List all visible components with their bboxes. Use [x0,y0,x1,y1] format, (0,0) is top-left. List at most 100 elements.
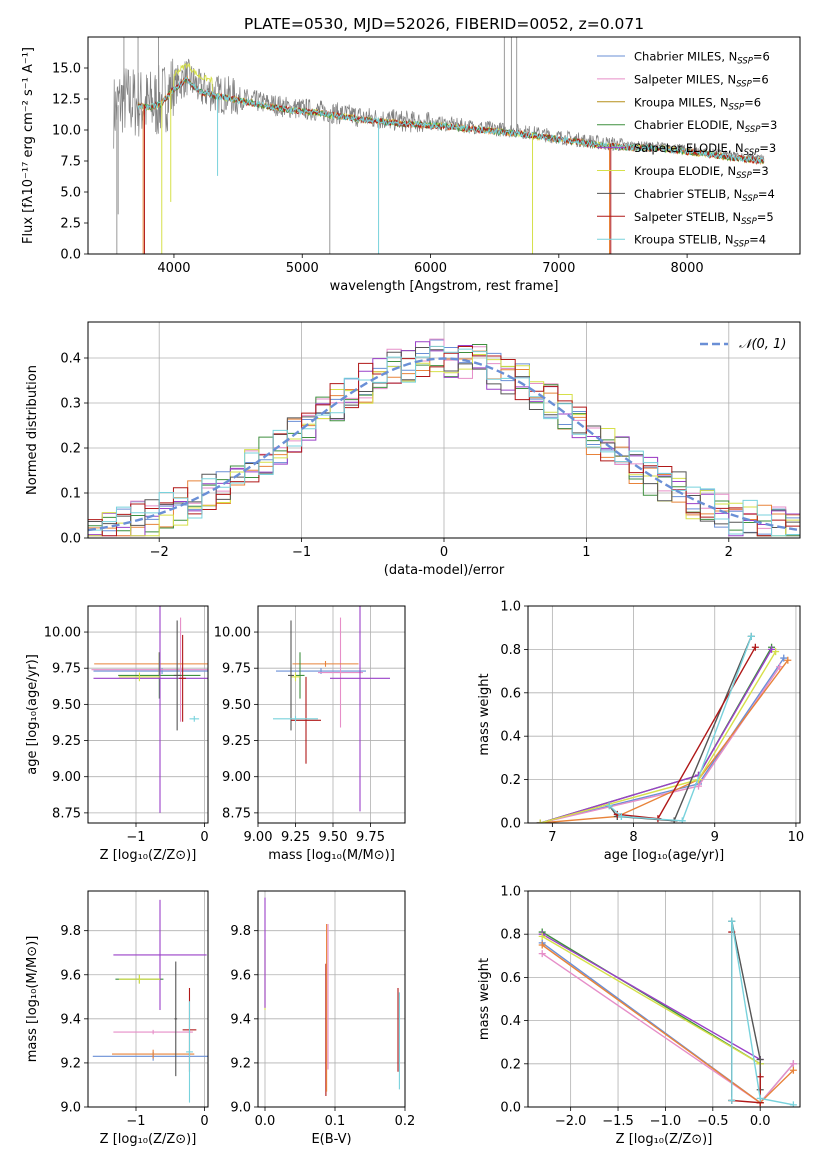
panel-mass_weight_vs_age: 7 8 9 10 0.0 0.2 0.4 0.6 0.8 1.0 age [log₁₀(age/yr… [477,600,804,864]
legend-main: Salpeter MILES, N [634,72,736,86]
weight-marker [751,643,759,651]
x-tick-label: 7000 [542,261,575,276]
y-axis-label: age [log₁₀(age/yr)] [25,654,40,775]
y-tick-label: 9.50 [222,698,251,713]
y-tick-label: 0.2 [500,773,521,788]
weight-series-line [540,657,785,823]
x-tick-label: 0 [200,1114,208,1129]
legend-label: Chabrier MILES, NSSP=6 [634,50,770,67]
x-tick-label: 0.2 [395,1114,416,1129]
axes-frame [527,890,801,1108]
legend-label: 𝒩(0, 1) [739,337,786,352]
y-tick-label: 0.0 [500,1101,521,1116]
y-tick-label: 9.75 [222,662,251,677]
weight-marker [678,817,686,823]
legend-main: Chabrier MILES, N [634,50,737,64]
legend-main: Chabrier ELODIE, N [634,118,745,132]
weight-marker [728,1097,736,1105]
weight-marker [617,812,625,820]
axes-frame [87,890,209,1108]
x-tick-label: 2 [725,545,733,560]
panel-age_vs_mass: 9.00 9.25 9.50 9.75 8.75 9.00 9.25 9.50 9.75 10.0… [214,605,406,863]
legend-tail: =3 [760,118,777,132]
x-tick-label: 9 [711,830,719,845]
y-tick-label: 9.00 [52,770,81,785]
y-tick-label: 0.0 [60,248,81,263]
residual-histogram [88,345,800,537]
plot-area [88,322,800,538]
legend-tail: =3 [752,164,769,178]
x-tick-label: 0.0 [255,1114,276,1129]
weight-series-line [541,931,761,1103]
legend-label: Kroupa MILES, NSSP=6 [634,95,761,112]
y-tick-label: 10.00 [214,626,251,641]
weight-series-line [541,944,794,1104]
weight-marker [756,1073,764,1081]
weight-marker [538,932,546,940]
axes-frame [87,36,801,255]
x-tick-label: 7 [548,830,556,845]
axes-frame [257,890,406,1108]
weight-marker [784,656,792,664]
legend-sub: SSP [744,148,760,158]
y-tick-label: 8.75 [222,806,251,821]
legend-sub: SSP [736,79,752,89]
legend-main: Kroupa ELODIE, N [634,164,736,178]
y-tick-label: 10.0 [52,124,81,139]
weight-marker [695,782,703,790]
x-axis-label: age [log₁₀(age/yr)] [604,848,725,863]
weight-marker [780,654,788,662]
x-axis-label: Z [log₁₀(Z/Z⊙)] [616,1132,713,1147]
x-tick-label: 4000 [157,261,190,276]
legend-sub: SSP [734,240,750,250]
x-tick-label: 9.75 [356,830,385,845]
x-axis-label: wavelength [Angstrom, rest frame] [330,279,559,294]
y-tick-label: 9.4 [230,1012,251,1027]
weight-marker [536,819,544,823]
plot-area [258,891,405,1107]
legend-tail: =6 [753,50,770,64]
x-tick-label: 9.25 [281,830,310,845]
x-axis-label: E(B-V) [311,1132,351,1147]
y-tick-label: 0.4 [500,1014,521,1029]
y-axis-label: mass [log₁₀(M/M⊙)] [25,936,40,1063]
legend-sub: SSP [736,171,752,181]
y-tick-label: 0.0 [500,817,521,832]
legend-sub: SSP [745,125,761,135]
y-tick-label: 0.4 [60,352,81,367]
legend-label: Chabrier STELIB, NSSP=4 [634,187,775,204]
x-axis-label: Z [log₁₀(Z/Z⊙)] [100,848,197,863]
y-tick-label: 9.0 [230,1101,251,1116]
axes-frame [87,605,209,824]
y-tick-label: 0.3 [60,397,81,412]
legend-tail: =4 [758,187,775,201]
model-spectrum [137,76,765,164]
weight-marker [789,1066,797,1074]
legend-label: Chabrier ELODIE, NSSP=3 [634,118,777,135]
legend-sub: SSP [741,217,757,227]
x-axis-label: (data-model)/error [384,563,505,578]
weight-series-line [541,942,794,1104]
y-tick-label: 0.0 [60,532,81,547]
x-tick-label: 10 [788,830,805,845]
panel-residuals: −2 −1 0 1 2 0.0 0.1 0.2 0.3 0.4 (data-model)/error… [25,321,801,578]
axes-frame [87,321,801,539]
y-tick-label: 9.00 [222,770,251,785]
legend-label: Kroupa STELIB, NSSP=4 [634,233,766,250]
x-tick-label: 1 [582,545,590,560]
y-tick-label: 0.1 [60,487,81,502]
legend-label: Kroupa ELODIE, NSSP=3 [634,164,769,181]
legend: 𝒩(0, 1) [700,337,786,352]
y-tick-label: 0.8 [500,928,521,943]
legend-sub: SSP [742,194,758,204]
y-tick-label: 9.2 [60,1056,81,1071]
weight-series-line [541,935,761,1103]
weight-marker [768,645,776,653]
y-tick-label: 9.6 [230,968,251,983]
x-tick-label: 8 [629,830,637,845]
weight-series-line [540,659,789,823]
weight-marker [789,1060,797,1068]
x-axis-label: Z [log₁₀(Z/Z⊙)] [100,1132,197,1147]
y-tick-label: 0.2 [500,1057,521,1072]
